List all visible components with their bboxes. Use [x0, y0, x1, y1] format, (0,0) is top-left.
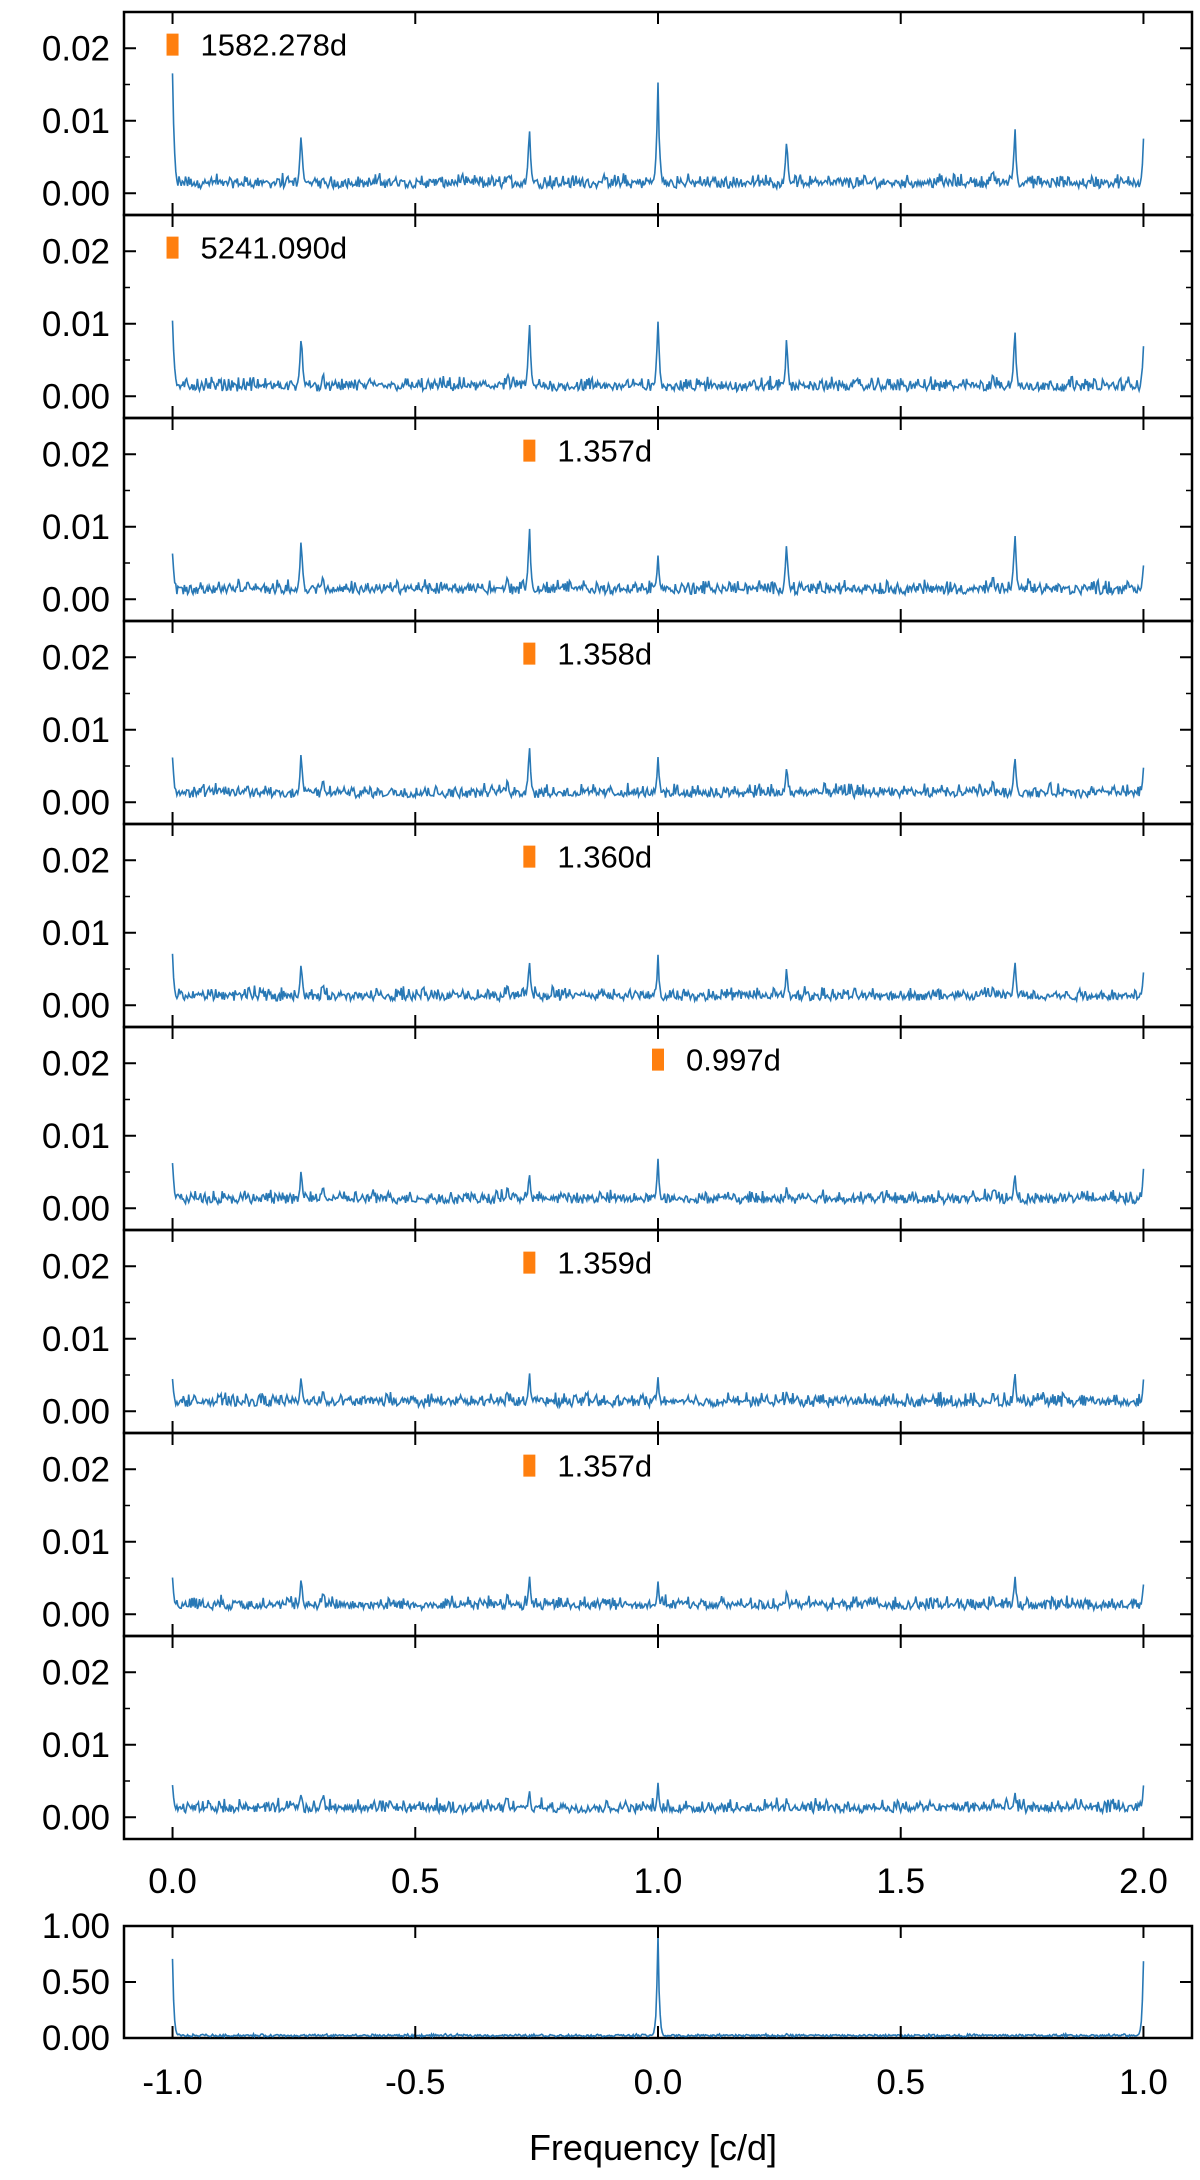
y-tick-label: 0.02 — [42, 29, 110, 68]
x-tick-label: 1.0 — [1119, 2063, 1168, 2102]
periodogram-line — [171, 1782, 1145, 1816]
y-tick-label: 0.01 — [42, 1320, 110, 1359]
y-tick-label: 0.02 — [42, 1247, 110, 1286]
period-label: 1.360d — [557, 840, 652, 875]
x-tick-label: 0.0 — [634, 2063, 683, 2102]
period-label: 1.358d — [557, 637, 652, 672]
periodogram-line — [171, 320, 1145, 394]
periodogram-line — [171, 1576, 1145, 1613]
x-tick-label: -1.0 — [142, 2063, 202, 2102]
x-tick-label: 2.0 — [1119, 1862, 1168, 1901]
x-tick-label: 0.0 — [148, 1862, 197, 1901]
periodogram-line — [171, 953, 1145, 1004]
peak-marker — [523, 1454, 536, 1477]
y-tick-label: 0.02 — [42, 841, 110, 880]
y-tick-label: 0.00 — [42, 986, 110, 1025]
y-tick-label: 0.01 — [42, 1117, 110, 1156]
y-tick-label: 0.01 — [42, 711, 110, 750]
y-tick-label: 0.01 — [42, 1726, 110, 1765]
y-tick-label: 0.02 — [42, 1044, 110, 1083]
y-tick-label: 0.02 — [42, 1653, 110, 1692]
peak-marker — [652, 1048, 664, 1071]
x-tick-label: 0.5 — [876, 2063, 925, 2102]
y-tick-label: 0.00 — [42, 783, 110, 822]
y-tick-label: 0.01 — [42, 508, 110, 547]
period-label: 1.357d — [557, 1449, 652, 1484]
period-label: 1582.278d — [201, 28, 348, 63]
y-tick-label: 0.00 — [42, 2019, 110, 2058]
y-tick-label: 0.00 — [42, 377, 110, 416]
y-tick-label: 0.00 — [42, 1595, 110, 1634]
y-tick-label: 0.02 — [42, 232, 110, 271]
y-tick-label: 0.00 — [42, 174, 110, 213]
period-label: 0.997d — [686, 1043, 781, 1078]
y-tick-label: 1.00 — [42, 1907, 110, 1946]
periodogram-line — [171, 73, 1145, 192]
y-tick-label: 0.02 — [42, 1450, 110, 1489]
peak-marker — [523, 845, 536, 868]
y-tick-label: 0.00 — [42, 580, 110, 619]
peak-marker — [166, 33, 179, 56]
period-label: 1.359d — [557, 1246, 652, 1281]
y-tick-label: 0.01 — [42, 305, 110, 344]
peak-marker — [523, 1251, 536, 1274]
peak-marker — [523, 642, 536, 665]
y-tick-label: 0.02 — [42, 638, 110, 677]
y-tick-label: 0.02 — [42, 435, 110, 474]
y-tick-label: 0.50 — [42, 1963, 110, 2002]
period-label: 1.357d — [557, 434, 652, 469]
periodogram-line — [171, 1373, 1145, 1410]
period-label: 5241.090d — [201, 231, 348, 266]
peak-marker — [523, 439, 536, 462]
peak-marker — [166, 236, 179, 259]
window-function-line — [171, 1935, 1145, 2039]
periodogram-line — [171, 1158, 1145, 1207]
x-tick-label: 1.0 — [634, 1862, 683, 1901]
y-tick-label: 0.00 — [42, 1798, 110, 1837]
y-tick-label: 0.01 — [42, 914, 110, 953]
y-tick-label: 0.00 — [42, 1189, 110, 1228]
x-tick-label: -0.5 — [385, 2063, 445, 2102]
periodogram-line — [171, 748, 1145, 801]
x-axis-title: Frequency [c/d] — [529, 2127, 777, 2168]
y-tick-label: 0.01 — [42, 102, 110, 141]
y-tick-label: 0.00 — [42, 1392, 110, 1431]
y-tick-label: 0.01 — [42, 1523, 110, 1562]
x-tick-label: 1.5 — [876, 1862, 925, 1901]
periodogram-line — [171, 528, 1145, 597]
x-tick-label: 0.5 — [391, 1862, 440, 1901]
